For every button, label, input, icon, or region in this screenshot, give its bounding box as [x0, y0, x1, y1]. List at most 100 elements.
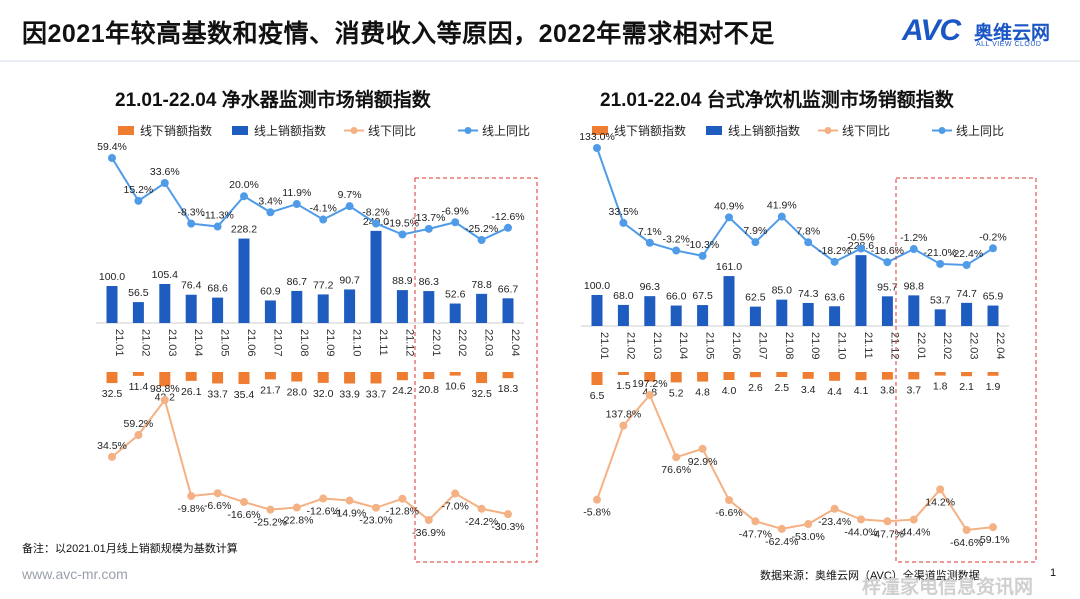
offline-yoy-label-1-10: -44.0%: [844, 526, 877, 538]
online-yoy-point-0-3: [187, 219, 196, 228]
tick-label-0-8: 21.09: [324, 329, 336, 357]
offline-bar-label-0-14: 32.5: [471, 388, 492, 400]
online-yoy-point-0-1: [134, 196, 143, 205]
online-yoy-label-1-4: -10.3%: [686, 239, 719, 251]
offline-yoy-point-0-4: [213, 489, 222, 498]
online-yoy-label-0-4: -11.3%: [201, 210, 234, 222]
offline-bar-label-0-0: 32.5: [102, 388, 123, 400]
tick-label-1-0: 21.01: [598, 332, 610, 360]
online-yoy-label-0-1: 15.2%: [124, 184, 154, 196]
tick-label-1-3: 21.04: [677, 332, 689, 360]
online-yoy-point-1-7: [777, 212, 786, 221]
offline-yoy-label-0-1: 59.2%: [124, 418, 154, 430]
offline-yoy-label-1-5: -6.6%: [715, 507, 742, 519]
legend-label-1-0: 线下销额指数: [614, 123, 686, 138]
online-yoy-point-0-6: [266, 208, 275, 217]
online-yoy-label-1-5: 40.9%: [714, 200, 744, 212]
offline-bar-label-1-14: 2.1: [959, 381, 974, 393]
offline-yoy-label-0-5: -16.6%: [227, 509, 260, 521]
online-bar-label-0-6: 60.9: [260, 285, 281, 297]
watermark-text: 梓潼家电信息资讯网: [862, 577, 1034, 598]
legend-label-1-3: 线上同比: [956, 124, 1004, 138]
online-bar-0-4: [212, 297, 224, 323]
tick-label-0-11: 21.12: [403, 329, 415, 357]
offline-bar-label-0-10: 33.7: [366, 388, 387, 400]
online-yoy-point-0-8: [319, 215, 328, 224]
online-yoy-point-0-2: [160, 179, 169, 188]
legend-swatch-1-1: [706, 126, 722, 135]
tick-label-1-13: 22.02: [941, 332, 953, 360]
online-bar-1-15: [987, 305, 999, 326]
online-yoy-point-1-5: [725, 213, 733, 222]
offline-yoy-point-1-1: [619, 421, 628, 430]
offline-bar-0-13: [449, 372, 461, 376]
offline-yoy-point-0-10: [372, 503, 380, 512]
online-bar-1-2: [644, 296, 656, 326]
online-yoy-point-1-11: [883, 258, 892, 267]
online-yoy-label-0-0: 59.4%: [97, 141, 127, 153]
offline-yoy-point-1-2: [645, 391, 654, 399]
offline-yoy-label-1-1: 137.8%: [606, 409, 642, 421]
legend-swatch-1-0: [592, 126, 608, 135]
online-bar-label-0-8: 77.2: [313, 279, 334, 291]
online-bar-label-1-11: 95.7: [877, 281, 898, 293]
chart-title-right: 21.01-22.04 台式净饮机监测市场销额指数: [600, 90, 954, 111]
online-yoy-point-0-10: [372, 219, 380, 228]
tick-label-0-13: 22.02: [456, 329, 468, 357]
online-bar-1-8: [802, 302, 814, 326]
online-bar-1-12: [908, 295, 920, 326]
online-bar-label-0-2: 105.4: [152, 269, 178, 281]
offline-yoy-label-0-13: -7.0%: [441, 501, 468, 513]
offline-yoy-label-0-10: -23.0%: [359, 515, 392, 527]
logo-en: ALL VIEW CLOUD: [976, 41, 1042, 48]
offline-yoy-label-0-3: -9.8%: [177, 503, 204, 515]
online-yoy-point-0-9: [345, 202, 354, 211]
online-yoy-point-1-8: [804, 238, 813, 247]
tick-label-1-2: 21.03: [651, 332, 663, 360]
online-yoy-label-1-12: -1.2%: [900, 232, 927, 244]
offline-yoy-point-0-13: [451, 489, 460, 498]
online-yoy-point-1-12: [909, 245, 918, 254]
offline-bar-1-15: [987, 372, 999, 376]
title-rule: [0, 60, 1080, 62]
offline-yoy-label-1-0: -5.8%: [583, 507, 610, 519]
offline-bar-label-1-9: 4.4: [827, 386, 842, 398]
legend-label-0-3: 线上同比: [482, 124, 530, 138]
online-yoy-label-1-6: 7.9%: [743, 225, 767, 237]
offline-bar-1-14: [961, 372, 973, 377]
offline-yoy-label-1-4: 92.9%: [688, 456, 718, 468]
online-bar-1-9: [829, 306, 841, 326]
offline-yoy-point-0-11: [398, 494, 407, 503]
tick-label-0-6: 21.07: [271, 329, 283, 357]
online-bar-label-1-2: 96.3: [640, 281, 661, 293]
offline-bar-label-0-9: 33.9: [339, 389, 360, 401]
online-bar-label-0-1: 56.5: [128, 287, 149, 299]
online-bar-0-9: [344, 289, 356, 323]
tick-label-0-0: 21.01: [113, 329, 125, 357]
online-bar-1-5: [723, 276, 735, 326]
site-url[interactable]: www.avc-mr.com: [22, 566, 128, 582]
logo-mark: AVC: [902, 14, 961, 47]
offline-yoy-label-0-15: -30.3%: [491, 521, 524, 533]
offline-bar-label-0-11: 24.2: [392, 385, 413, 397]
tick-label-0-12: 22.01: [430, 329, 442, 357]
offline-yoy-point-0-0: [108, 452, 116, 461]
online-yoy-label-0-8: -4.1%: [309, 203, 336, 215]
tick-label-0-4: 21.05: [219, 329, 231, 357]
offline-yoy-point-1-9: [830, 504, 839, 513]
online-bar-label-0-13: 52.6: [445, 289, 466, 301]
tick-label-1-1: 21.02: [624, 332, 636, 360]
online-yoy-label-1-11: -18.6%: [871, 245, 904, 257]
online-bar-1-14: [961, 302, 973, 326]
tick-label-1-11: 21.12: [888, 332, 900, 360]
offline-yoy-point-0-7: [292, 503, 301, 512]
offline-bar-1-3: [670, 372, 682, 383]
online-yoy-label-0-11: -19.5%: [386, 217, 419, 229]
online-yoy-label-0-13: -6.9%: [441, 205, 468, 217]
offline-bar-label-1-5: 4.0: [722, 385, 737, 397]
offline-yoy-point-0-12: [424, 516, 433, 524]
offline-yoy-point-0-6: [266, 505, 275, 514]
online-yoy-point-0-15: [504, 223, 512, 232]
offline-bar-1-0: [591, 372, 603, 385]
